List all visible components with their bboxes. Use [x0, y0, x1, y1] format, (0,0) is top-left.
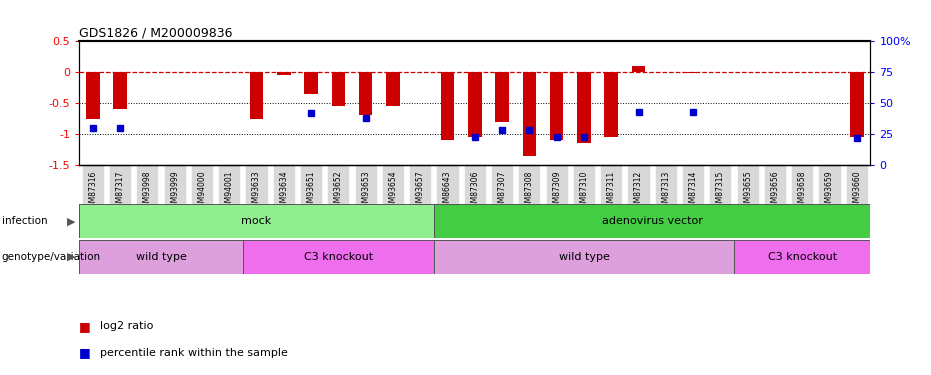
Bar: [86, 72, 100, 118]
Bar: [114, 72, 127, 109]
Bar: [331, 72, 345, 106]
Bar: [304, 72, 317, 94]
Bar: [604, 72, 618, 137]
Text: wild type: wild type: [559, 252, 610, 262]
Text: ▶: ▶: [67, 216, 75, 226]
Bar: [522, 72, 536, 156]
Bar: [440, 72, 454, 140]
Bar: [468, 72, 481, 137]
Bar: [79, 204, 434, 238]
Text: mock: mock: [241, 216, 272, 226]
Text: GDS1826 / M200009836: GDS1826 / M200009836: [79, 26, 233, 39]
Text: genotype/variation: genotype/variation: [2, 252, 101, 262]
Text: C3 knockout: C3 knockout: [768, 252, 837, 262]
Text: infection: infection: [2, 216, 47, 226]
Text: adenovirus vector: adenovirus vector: [601, 216, 703, 226]
Bar: [686, 72, 700, 74]
Bar: [358, 72, 372, 116]
Bar: [386, 72, 399, 106]
Text: log2 ratio: log2 ratio: [100, 321, 153, 331]
Text: ■: ■: [79, 320, 91, 333]
Bar: [632, 66, 645, 72]
Bar: [434, 240, 734, 274]
Bar: [434, 204, 870, 238]
Text: ▶: ▶: [67, 252, 75, 262]
Bar: [734, 240, 870, 274]
Bar: [79, 240, 243, 274]
Bar: [277, 72, 290, 75]
Bar: [550, 72, 563, 140]
Bar: [250, 72, 263, 118]
Bar: [850, 72, 864, 137]
Bar: [243, 240, 434, 274]
Bar: [577, 72, 591, 143]
Text: percentile rank within the sample: percentile rank within the sample: [100, 348, 288, 357]
Text: ■: ■: [79, 346, 91, 359]
Text: C3 knockout: C3 knockout: [304, 252, 373, 262]
Bar: [495, 72, 509, 122]
Text: wild type: wild type: [136, 252, 186, 262]
